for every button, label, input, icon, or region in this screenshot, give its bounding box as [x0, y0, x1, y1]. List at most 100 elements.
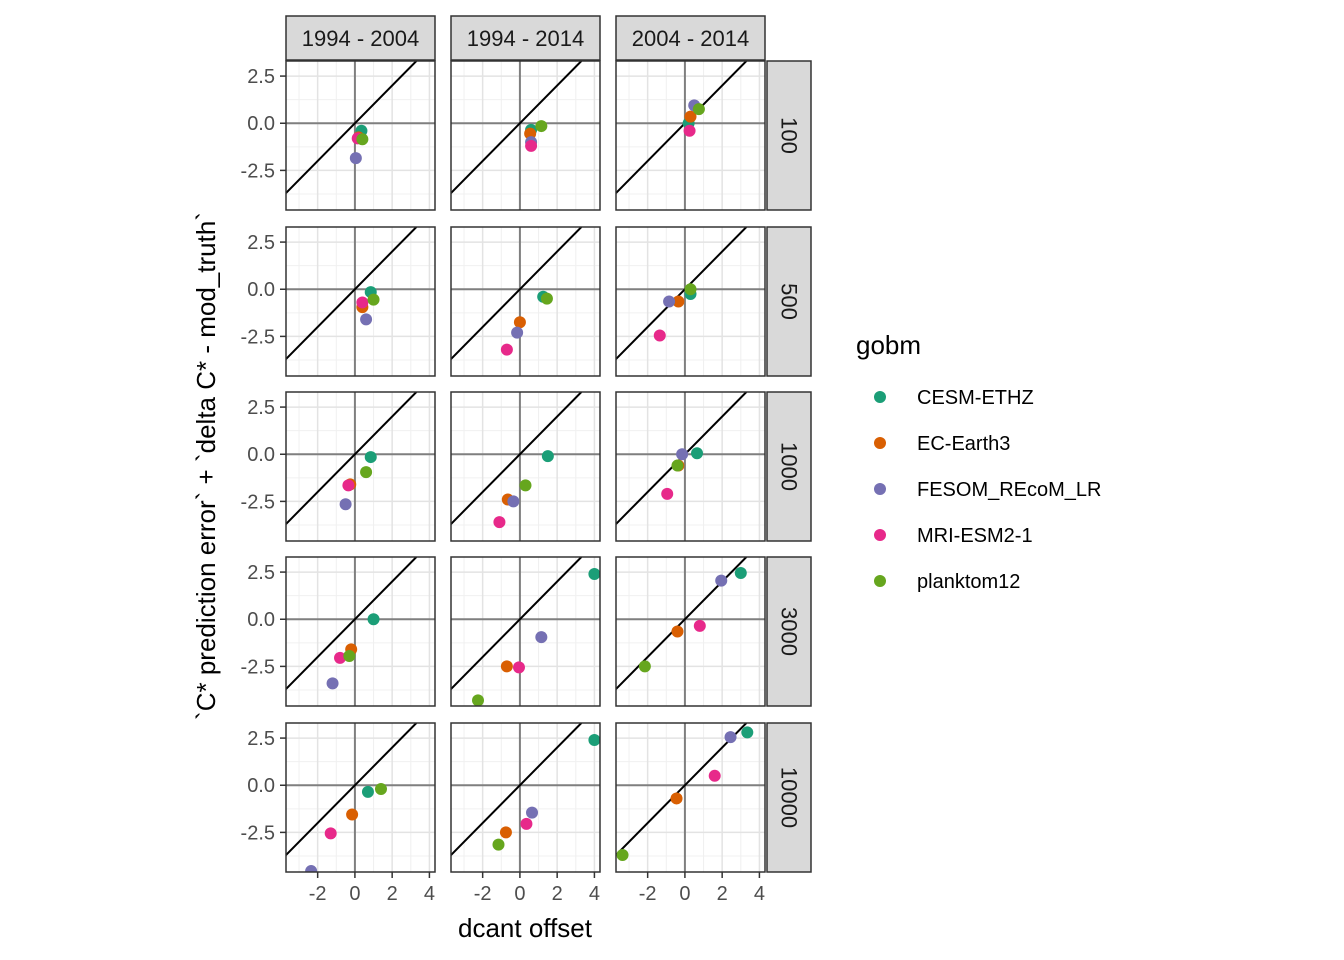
data-point	[653, 329, 666, 342]
identity-line	[616, 723, 748, 856]
panel-border	[450, 391, 601, 542]
y-tick-label: 0.0	[247, 444, 275, 466]
data-point	[349, 152, 362, 165]
facet-panels	[285, 60, 766, 873]
identity-line	[451, 227, 583, 360]
legend-label: MRI-ESM2-1	[917, 525, 1033, 547]
data-point	[500, 660, 513, 673]
legend-label: FESOM_REcoM_LR	[917, 479, 1102, 501]
data-point	[364, 451, 377, 464]
panel-border	[450, 226, 601, 377]
panel-background	[616, 227, 765, 376]
facet-panel	[285, 60, 436, 211]
row-strip: 1000	[766, 391, 812, 542]
data-point	[511, 326, 524, 339]
facet-panel	[285, 722, 436, 873]
x-tick-label: -2	[474, 883, 492, 905]
data-point	[374, 783, 387, 796]
column-strip: 2004 - 2014	[615, 15, 766, 61]
data-point	[492, 838, 505, 851]
strip-label: 10000	[777, 767, 802, 828]
data-point	[360, 466, 373, 479]
data-point	[671, 625, 684, 638]
y-axis-title: `C* prediction error` + `delta C* - mod_…	[191, 212, 221, 720]
data-point	[588, 733, 600, 746]
strip-background	[766, 722, 812, 873]
panel-background	[286, 392, 435, 541]
legend-label: planktom12	[917, 571, 1020, 593]
panel-background	[286, 723, 435, 872]
facet-panel	[615, 391, 766, 542]
strip-label: 2004 - 2014	[632, 26, 749, 51]
y-tick-label: 2.5	[247, 728, 275, 750]
row-strip: 100	[766, 60, 812, 211]
strip-background	[615, 15, 766, 61]
identity-line	[286, 227, 418, 360]
identity-line	[451, 392, 583, 525]
data-point	[715, 574, 728, 587]
panel-background	[286, 557, 435, 706]
data-point	[672, 295, 685, 308]
panel-background	[451, 557, 600, 706]
identity-line	[286, 723, 418, 856]
data-point	[343, 650, 356, 663]
legend-key	[874, 529, 886, 541]
strip-label: 1994 - 2014	[467, 26, 584, 51]
data-point	[367, 293, 380, 306]
strip-background	[766, 226, 812, 377]
data-point	[519, 479, 532, 492]
data-point	[671, 459, 684, 472]
panel-background	[451, 723, 600, 872]
x-tick-label: -2	[309, 883, 327, 905]
panel-border	[285, 226, 436, 377]
facet-panel	[285, 391, 436, 542]
data-point	[684, 283, 697, 296]
y-tick-label: 2.5	[247, 66, 275, 88]
data-point	[526, 806, 539, 819]
strip-label: 500	[777, 283, 802, 320]
panel-border	[615, 391, 766, 542]
data-point	[493, 516, 506, 529]
data-point	[360, 313, 373, 326]
strip-background	[766, 391, 812, 542]
data-point	[512, 661, 525, 674]
y-tick-label: -2.5	[241, 326, 275, 348]
legend-item: FESOM_REcoM_LR	[874, 479, 1102, 501]
y-tick-label: 2.5	[247, 397, 275, 419]
strip-label: 100	[777, 117, 802, 154]
column-strip: 1994 - 2004	[285, 15, 436, 61]
data-point	[361, 785, 374, 798]
data-point	[334, 651, 347, 664]
data-point	[541, 450, 554, 463]
data-point	[663, 295, 676, 308]
y-tick-label: -2.5	[241, 822, 275, 844]
identity-line	[286, 557, 418, 690]
facet-panel	[285, 556, 436, 707]
legend-key	[874, 391, 886, 403]
legend-item: MRI-ESM2-1	[874, 525, 1033, 547]
legend-label: EC-Earth3	[917, 433, 1010, 455]
panel-border	[285, 722, 436, 873]
data-point	[507, 495, 520, 508]
legend-item: planktom12	[874, 571, 1020, 593]
data-point	[661, 487, 674, 500]
data-point	[741, 726, 754, 739]
panel-border	[285, 60, 436, 211]
facet-panel	[285, 226, 436, 377]
data-point	[342, 479, 355, 492]
x-tick-label: -2	[639, 883, 657, 905]
data-point	[724, 731, 737, 744]
identity-line	[616, 61, 748, 194]
x-tick-label: 0	[514, 883, 525, 905]
facet-panel	[615, 60, 766, 211]
data-point	[339, 498, 352, 511]
identity-line	[451, 61, 583, 194]
data-point	[535, 631, 548, 644]
panel-border	[615, 722, 766, 873]
identity-line	[616, 227, 748, 360]
column-strip: 1994 - 2014	[450, 15, 601, 61]
strip-label: 3000	[777, 607, 802, 656]
legend-item: CESM-ETHZ	[874, 387, 1034, 409]
panel-border	[450, 60, 601, 211]
data-point	[684, 110, 697, 123]
